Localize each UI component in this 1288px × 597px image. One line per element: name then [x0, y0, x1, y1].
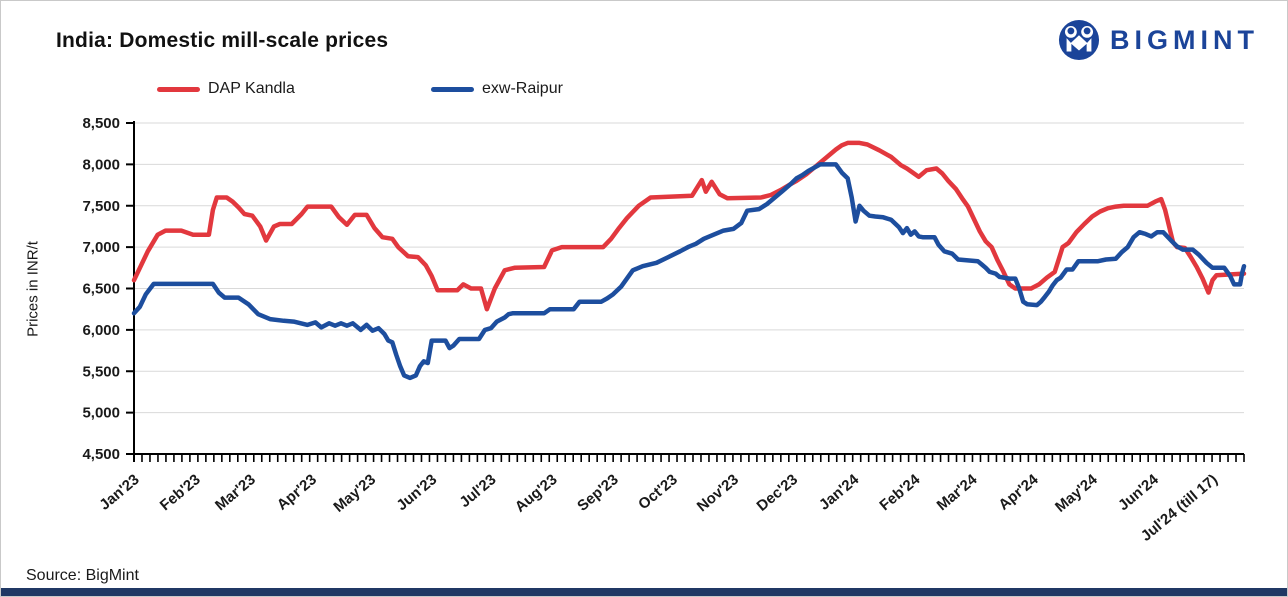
- x-axis-tick-label: Aug'23: [512, 471, 561, 516]
- page-title: India: Domestic mill-scale prices: [56, 29, 389, 52]
- x-axis-tick-label: May'23: [330, 471, 379, 516]
- series-line-dap-kandla: [131, 140, 1247, 312]
- x-axis-tick-label: Feb'23: [157, 471, 204, 514]
- x-axis-tick-label: Jun'24: [1115, 471, 1162, 515]
- y-axis-tick-label: 5,500: [82, 363, 120, 380]
- source-note: Source: BigMint: [26, 567, 139, 584]
- y-axis-tick-label: 8,500: [82, 115, 120, 132]
- x-axis-tick-label: Oct'23: [635, 471, 681, 513]
- legend-swatch-red: [157, 86, 200, 92]
- x-axis-tick-label: Mar'23: [212, 471, 259, 514]
- legend-label: exw-Raipur: [482, 80, 563, 97]
- y-axis-tick-label: 7,000: [82, 239, 120, 256]
- x-axis-tick-label: Feb'24: [876, 471, 923, 515]
- y-axis-tick-label: 5,000: [82, 405, 120, 422]
- x-axis-tick-label: Dec'23: [754, 471, 802, 515]
- x-axis-tick-label: Apr'23: [274, 471, 320, 514]
- legend-item-dap-kandla: DAP Kandla: [157, 77, 295, 101]
- y-axis-tick-label: 6,000: [82, 322, 120, 339]
- x-axis-tick-label: Jun'23: [393, 471, 440, 514]
- x-axis-tick-label: Jan'23: [96, 471, 142, 514]
- bigmint-logo-text: BIGMINT: [1110, 24, 1259, 55]
- x-axis-tick-label: May'24: [1052, 471, 1101, 516]
- bottom-accent-bar: [1, 588, 1287, 596]
- x-axis-tick-label: Mar'24: [934, 471, 981, 515]
- y-axis-tick-label: 8,000: [82, 156, 120, 173]
- chart-legend: DAP Kandla exw-Raipur: [1, 77, 1287, 101]
- legend-swatch-blue: [431, 86, 474, 92]
- y-axis-tick-label: 4,500: [82, 446, 120, 463]
- y-axis-tick-label: 6,500: [82, 281, 120, 298]
- legend-item-exw-raipur: exw-Raipur: [431, 77, 563, 101]
- bigmint-logo: BIGMINT: [1058, 19, 1259, 61]
- x-axis-tick-label: Jul'23: [456, 471, 499, 511]
- x-axis-tick-label: Nov'23: [694, 471, 742, 515]
- bigmint-logo-icon: [1058, 19, 1100, 61]
- x-axis-tick-label: Apr'24: [995, 471, 1042, 514]
- x-axis-tick-label: Sep'23: [574, 471, 622, 515]
- legend-label: DAP Kandla: [208, 80, 295, 97]
- series-line-exw-raipur: [131, 162, 1247, 381]
- x-axis-tick-label: Jan'24: [816, 471, 863, 514]
- y-axis-tick-label: 7,500: [82, 198, 120, 215]
